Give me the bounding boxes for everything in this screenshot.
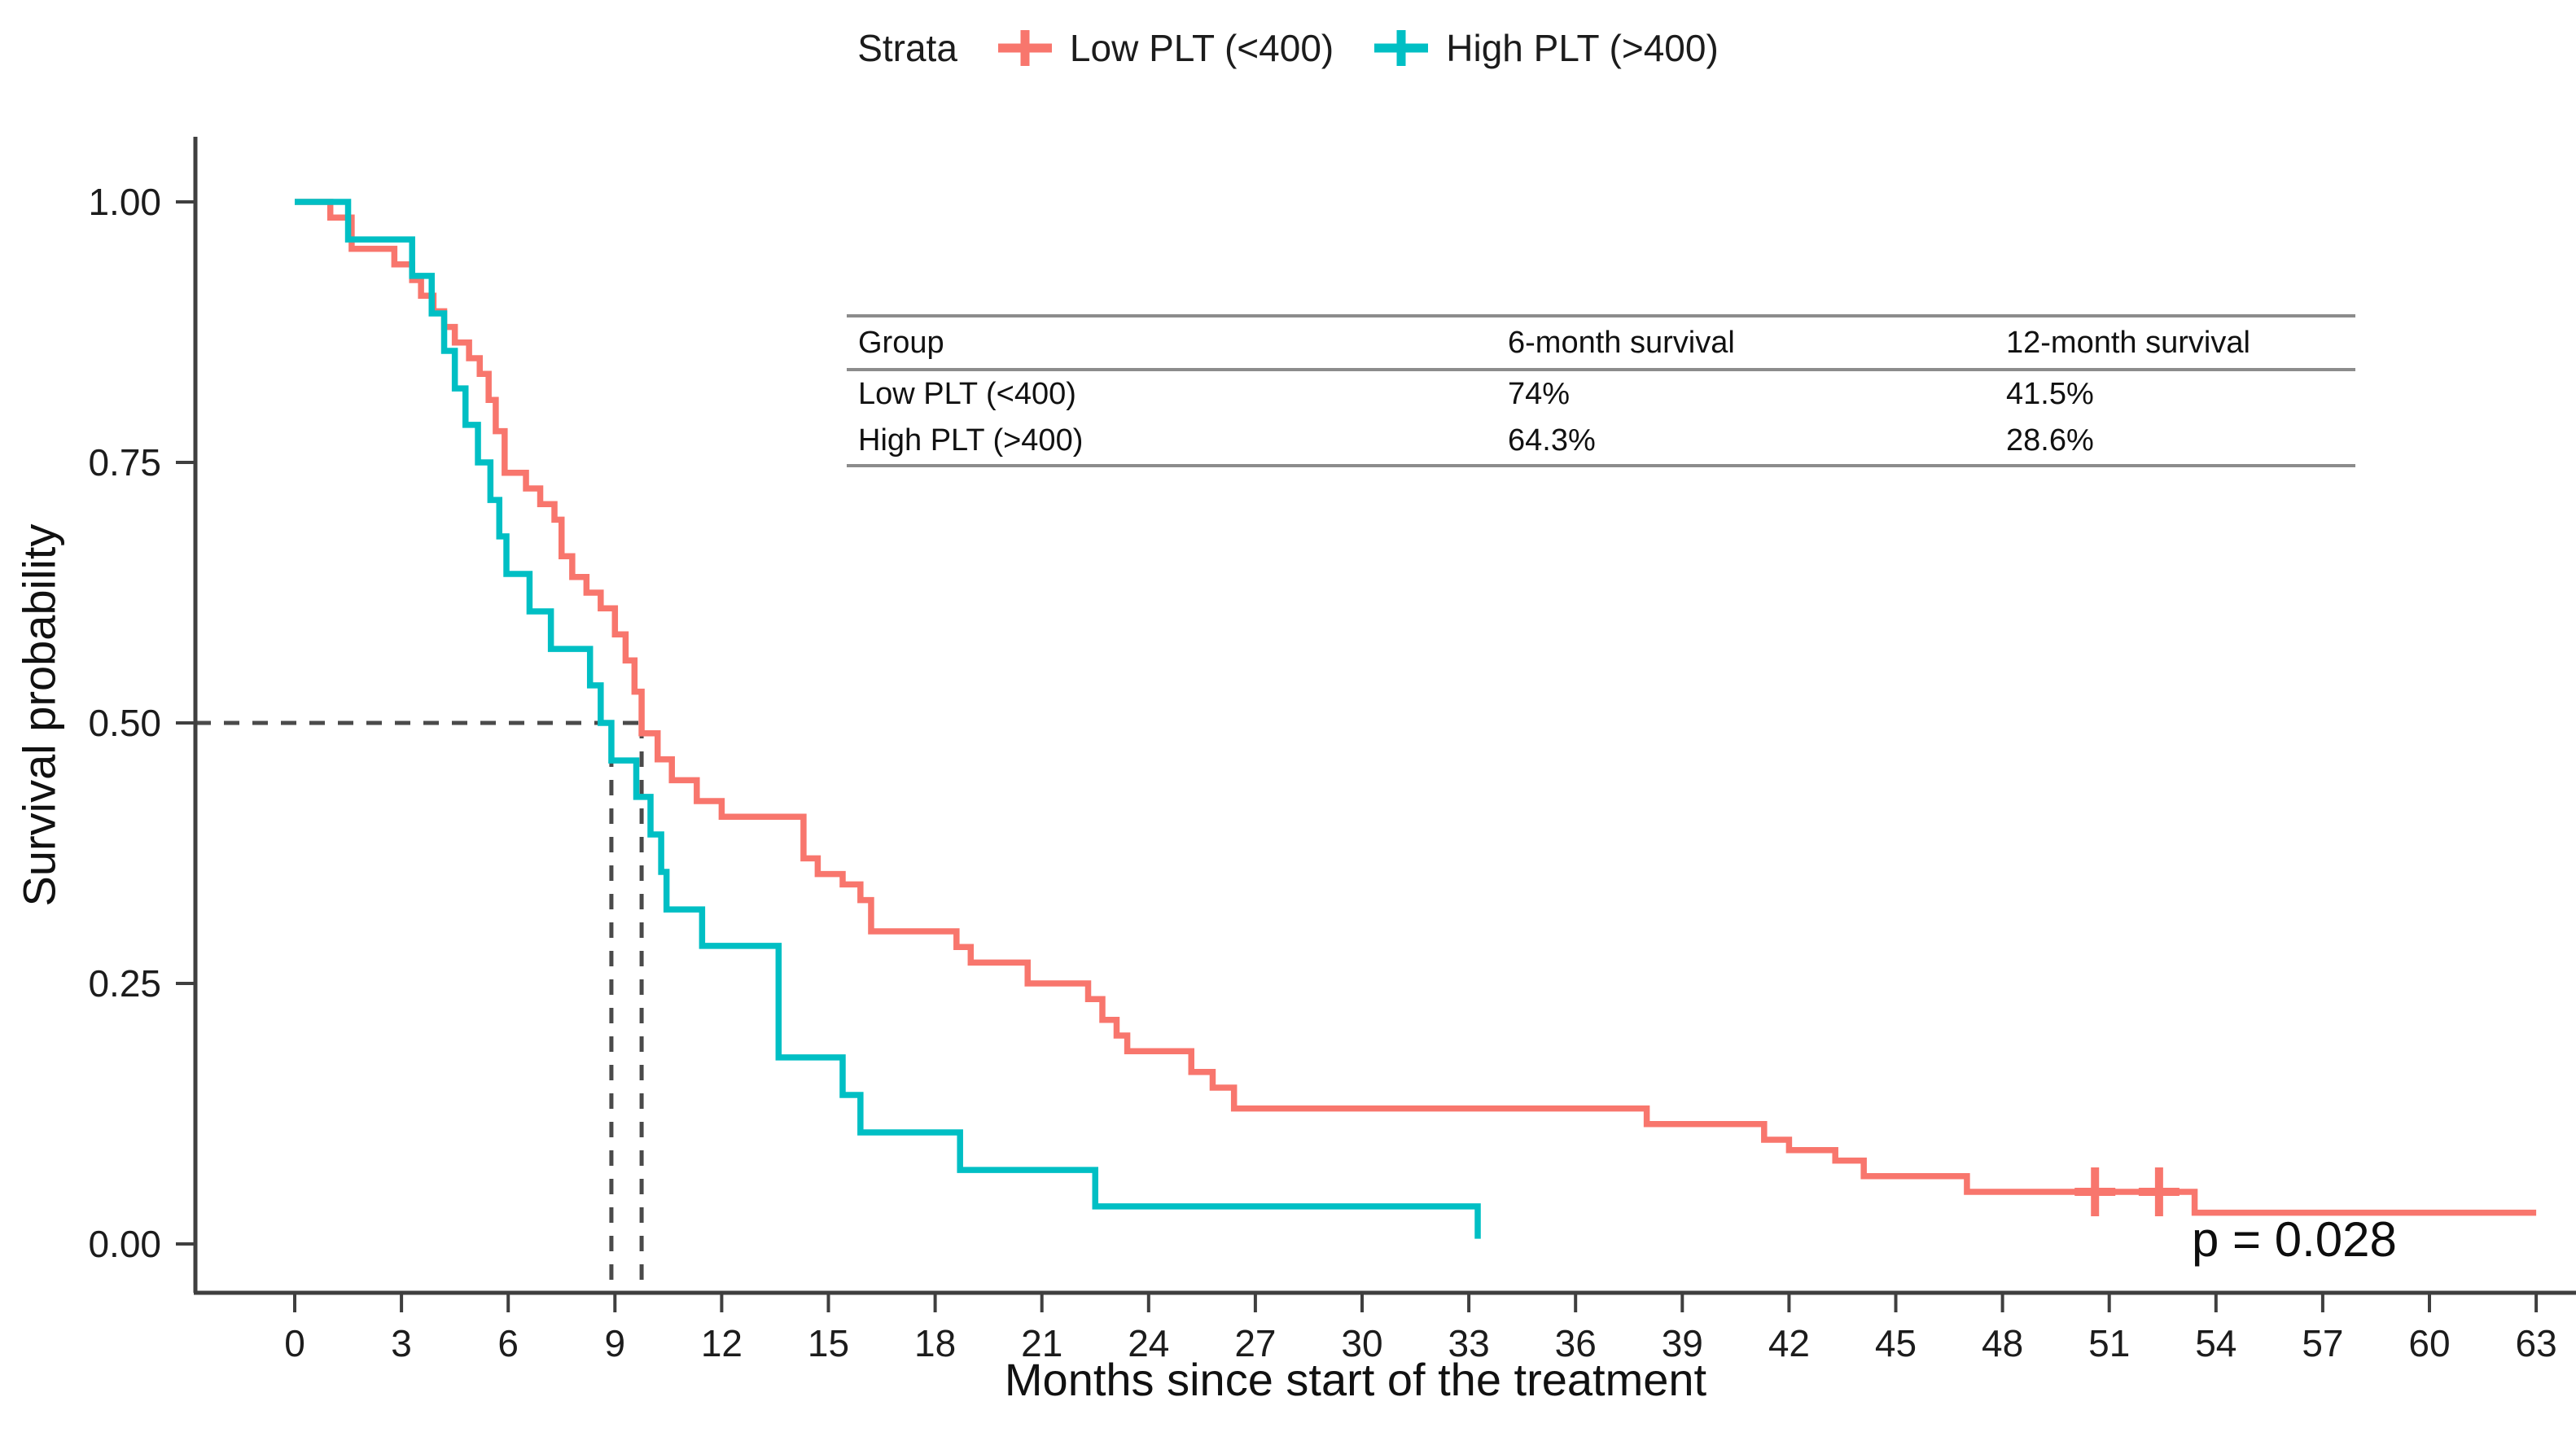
svg-text:42: 42 xyxy=(1768,1322,1810,1364)
svg-text:51: 51 xyxy=(2088,1322,2130,1364)
svg-text:0.00: 0.00 xyxy=(88,1223,161,1265)
svg-text:0.75: 0.75 xyxy=(88,441,161,484)
svg-text:3: 3 xyxy=(391,1322,412,1364)
svg-text:45: 45 xyxy=(1875,1322,1917,1364)
svg-text:60: 60 xyxy=(2408,1322,2450,1364)
svg-text:63: 63 xyxy=(2516,1322,2557,1364)
legend-title: Strata xyxy=(857,27,957,69)
svg-text:30: 30 xyxy=(1341,1322,1382,1364)
svg-text:57: 57 xyxy=(2302,1322,2343,1364)
svg-text:33: 33 xyxy=(1448,1322,1490,1364)
svg-text:48: 48 xyxy=(1982,1322,2023,1364)
table-header-6month: 6-month survival xyxy=(1508,325,1735,360)
svg-text:12: 12 xyxy=(701,1322,743,1364)
plus-marker-icon xyxy=(1374,30,1429,66)
table-row: High PLT (>400) 64.3% 28.6% xyxy=(847,418,2355,464)
svg-text:36: 36 xyxy=(1555,1322,1597,1364)
svg-text:9: 9 xyxy=(605,1322,626,1364)
table-cell-6month: 74% xyxy=(1508,377,1571,411)
legend-item-label: Low PLT (<400) xyxy=(1069,27,1334,69)
svg-text:21: 21 xyxy=(1021,1322,1062,1364)
svg-text:24: 24 xyxy=(1128,1322,1169,1364)
table-cell-6month: 64.3% xyxy=(1508,423,1596,458)
table-cell-12month: 41.5% xyxy=(2006,377,2094,411)
table-row: Low PLT (<400) 74% 41.5% xyxy=(847,371,2355,418)
table-header-12month: 12-month survival xyxy=(2006,325,2250,360)
table-header-row: Group 6-month survival 12-month survival xyxy=(847,317,2355,371)
plus-marker-icon xyxy=(997,30,1052,66)
legend-item-high-plt: High PLT (>400) xyxy=(1371,24,1719,72)
svg-text:1.00: 1.00 xyxy=(88,181,161,223)
svg-text:0.25: 0.25 xyxy=(88,962,161,1005)
legend-item-low-plt: Low PLT (<400) xyxy=(995,24,1334,72)
y-axis-title: Survival probability xyxy=(13,523,65,907)
svg-text:6: 6 xyxy=(497,1322,519,1364)
table-cell-12month: 28.6% xyxy=(2006,423,2094,458)
x-axis-title: Months since start of the treatment xyxy=(1004,1354,1707,1405)
svg-text:18: 18 xyxy=(914,1322,956,1364)
svg-text:27: 27 xyxy=(1234,1322,1276,1364)
svg-text:39: 39 xyxy=(1662,1322,1703,1364)
legend-item-label: High PLT (>400) xyxy=(1446,27,1719,69)
svg-text:0: 0 xyxy=(284,1322,305,1364)
svg-text:15: 15 xyxy=(808,1322,849,1364)
svg-text:0.50: 0.50 xyxy=(88,702,161,744)
table-header-group: Group xyxy=(858,325,944,360)
survival-summary-table: Group 6-month survival 12-month survival… xyxy=(847,314,2355,467)
plot-legend: Strata Low PLT (<400) High PLT (>400) xyxy=(0,24,2576,72)
table-cell-group: Low PLT (<400) xyxy=(858,377,1076,411)
table-cell-group: High PLT (>400) xyxy=(858,423,1084,458)
svg-text:54: 54 xyxy=(2195,1322,2236,1364)
p-value-label: p = 0.028 xyxy=(2192,1212,2397,1267)
